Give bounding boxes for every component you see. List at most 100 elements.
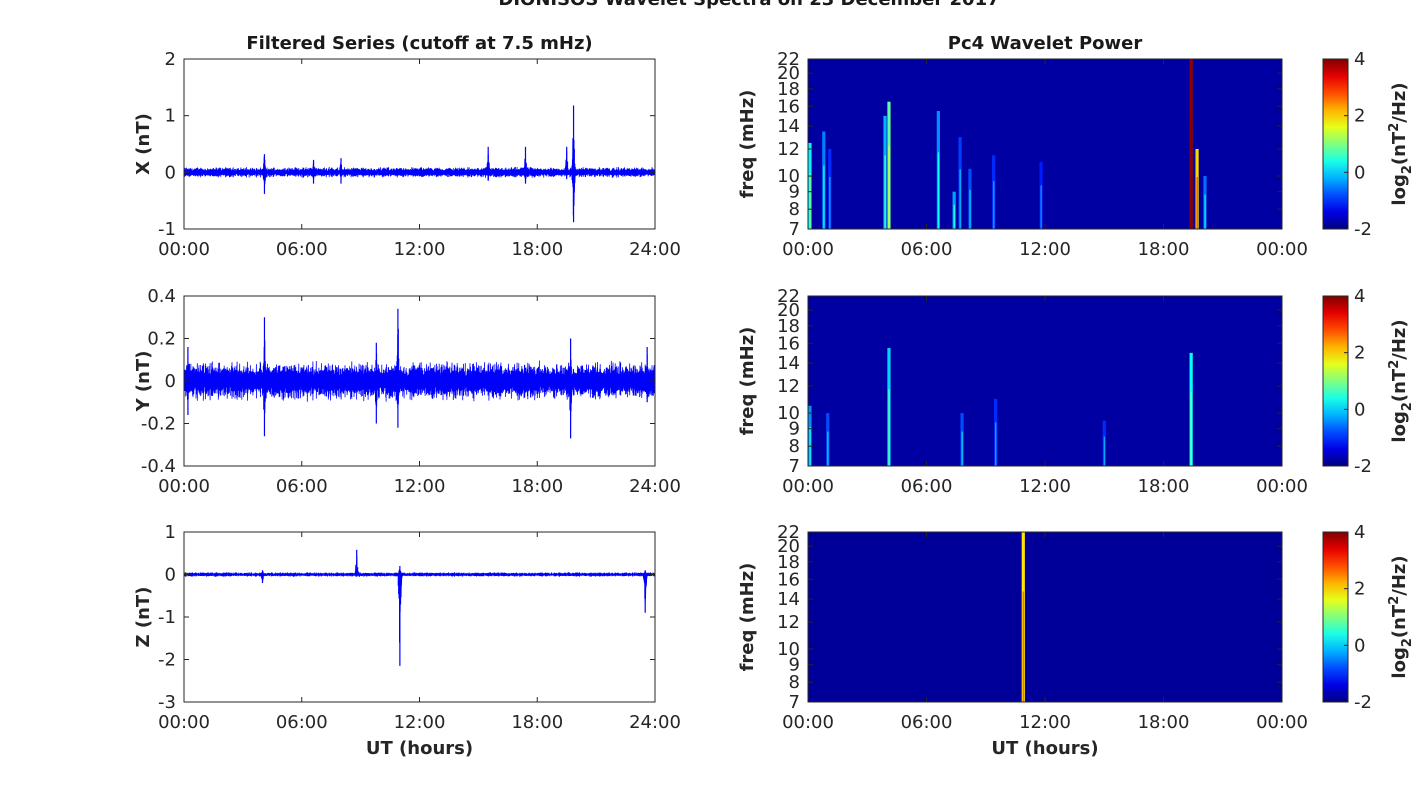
wavelet-z-background — [808, 532, 1282, 702]
wavelet-y-streak-core-5 — [1103, 436, 1106, 466]
time-series-x-ylabel: X (nT) — [133, 113, 154, 175]
time-series-z-ytick-label: -1 — [158, 607, 176, 628]
wavelet-x-streak-core-13 — [1204, 194, 1206, 229]
wavelet-y-ytick-label: 18 — [777, 316, 800, 337]
wavelet-x-ylabel: freq (mHz) — [737, 90, 758, 199]
wavelet-x-streak-core-7 — [959, 169, 961, 229]
time-series-y-xtick-label: 00:00 — [158, 476, 210, 497]
wavelet-x-streak-core-8 — [969, 189, 971, 229]
wavelet-z-colorbar — [1322, 531, 1349, 703]
wavelet-y-ytick-label: 12 — [777, 376, 800, 397]
wavelet-x-colorbar-tick-label: 0 — [1354, 162, 1365, 183]
wavelet-x-colorbar-tick-label: -2 — [1354, 219, 1372, 240]
time-series-y-ytick-label: -0.2 — [141, 414, 176, 435]
wavelet-x-xtick-label: 18:00 — [1138, 239, 1190, 260]
wavelet-z-streak-core-0 — [1022, 591, 1025, 702]
wavelet-y-colorbar-tick-label: -2 — [1354, 456, 1372, 477]
time-series-z-xtick-label: 12:00 — [394, 712, 446, 733]
wavelet-y-streak-core-6 — [1190, 392, 1192, 466]
time-series-y-ylabel: Y (nT) — [133, 351, 154, 413]
wavelet-y-ylabel: freq (mHz) — [737, 327, 758, 436]
wavelet-z-ytick-label: 8 — [789, 672, 800, 693]
wavelet-y-colorbar-tick-label: 4 — [1354, 286, 1365, 307]
time-series-z-ytick-label: 0 — [165, 565, 176, 586]
wavelet-x-ytick-label: 10 — [777, 166, 800, 187]
wavelet-x-ytick-label: 20 — [777, 63, 800, 84]
wavelet-y-ytick-label: 7 — [789, 456, 800, 477]
wavelet-x-streak-core-2 — [829, 176, 831, 229]
wavelet-z-ytick-label: 10 — [777, 639, 800, 660]
time-series-z-ytick-label: -2 — [158, 650, 176, 671]
time-series-y-trace — [183, 328, 656, 426]
time-series-z-ylabel: Z (nT) — [133, 587, 154, 648]
time-series-z-xlabel: UT (hours) — [366, 738, 473, 759]
wavelet-z-xtick-label: 06:00 — [901, 712, 953, 733]
time-series-y-ytick-label: -0.4 — [141, 456, 176, 477]
wavelet-y-colorbar-label: log2(nT2/Hz) — [1387, 319, 1415, 442]
wavelet-z-xtick-label: 18:00 — [1138, 712, 1190, 733]
wavelet-x-xtick-label: 00:00 — [782, 239, 834, 260]
wavelet-x-ytick-label: 14 — [777, 116, 800, 137]
wavelet-x-streak-core-0 — [809, 173, 811, 229]
figure-title: DIONISOS Wavelet Spectra on 23 December … — [498, 0, 999, 10]
wavelet-z-colorbar-tick-label: -2 — [1354, 692, 1372, 713]
time-series-y-xtick-label: 12:00 — [394, 476, 446, 497]
wavelet-x-ytick-label: 18 — [777, 79, 800, 100]
wavelet-x-title: Pc4 Wavelet Power — [948, 33, 1143, 54]
time-series-z-xtick-label: 06:00 — [276, 712, 328, 733]
wavelet-y-streak-core-2 — [888, 389, 890, 466]
wavelet-x-ytick-label: 12 — [777, 139, 800, 160]
wavelet-x-ytick-label: 7 — [789, 219, 800, 240]
time-series-x-xtick-label: 12:00 — [394, 239, 446, 260]
wavelet-z-ytick-label: 20 — [777, 536, 800, 557]
wavelet-y-xtick-label: 12:00 — [1019, 476, 1071, 497]
wavelet-x-xtick-label: 12:00 — [1019, 239, 1071, 260]
time-series-y-xtick-label: 06:00 — [276, 476, 328, 497]
wavelet-y-ytick-label: 9 — [789, 419, 800, 440]
wavelet-y-streak-core-1 — [827, 431, 829, 466]
wavelet-z-ytick-label: 9 — [789, 655, 800, 676]
wavelet-z-ytick-label: 7 — [789, 692, 800, 713]
wavelet-x-ytick-label: 9 — [789, 182, 800, 203]
wavelet-z-colorbar-label: log2(nT2/Hz) — [1387, 555, 1415, 678]
wavelet-z-ytick-label: 22 — [777, 522, 800, 543]
wavelet-x-colorbar-tick-label: 4 — [1354, 49, 1365, 70]
wavelet-z-xtick-label: 00:00 — [1256, 712, 1308, 733]
time-series-y-xtick-label: 24:00 — [629, 476, 681, 497]
wavelet-y-xtick-label: 18:00 — [1138, 476, 1190, 497]
time-series-z-trace — [183, 556, 656, 643]
time-series-x-xtick-label: 00:00 — [158, 239, 210, 260]
wavelet-z-ylabel: freq (mHz) — [737, 563, 758, 672]
wavelet-x-background — [808, 59, 1282, 229]
wavelet-z-ytick-label: 12 — [777, 612, 800, 633]
wavelet-y-ytick-label: 10 — [777, 403, 800, 424]
wavelet-y-background — [808, 296, 1282, 466]
wavelet-z-colorbar-tick-label: 2 — [1354, 579, 1365, 600]
wavelet-x-ytick-label: 16 — [777, 96, 800, 117]
wavelet-x-ytick-label: 8 — [789, 199, 800, 220]
time-series-x-ytick-label: 1 — [165, 106, 176, 127]
time-series-x-title: Filtered Series (cutoff at 7.5 mHz) — [246, 33, 592, 54]
wavelet-x-streak-core-11 — [1190, 118, 1192, 229]
time-series-z-xtick-label: 00:00 — [158, 712, 210, 733]
wavelet-y-colorbar-tick-label: 2 — [1354, 343, 1365, 364]
wavelet-x-colorbar-tick-label: 2 — [1354, 106, 1365, 127]
wavelet-x-streak-core-12 — [1196, 176, 1198, 229]
time-series-y-ytick-label: 0 — [165, 371, 176, 392]
wavelet-x-streak-core-1 — [823, 165, 825, 229]
time-series-x-ytick-label: -1 — [158, 219, 176, 240]
wavelet-z-colorbar-tick-label: 4 — [1354, 522, 1365, 543]
wavelet-x-streak-core-4 — [888, 146, 890, 229]
time-series-z-xtick-label: 18:00 — [511, 712, 563, 733]
time-series-y-ytick-label: 0.2 — [147, 329, 176, 350]
wavelet-x-streak-core-3 — [884, 155, 886, 229]
wavelet-y-colorbar — [1322, 295, 1349, 467]
wavelet-z-xtick-label: 00:00 — [782, 712, 834, 733]
wavelet-z-colorbar-tick-label: 0 — [1354, 635, 1365, 656]
wavelet-y-streak-core-3 — [961, 431, 963, 466]
wavelet-x-colorbar — [1322, 58, 1349, 230]
wavelet-x-streak-core-9 — [993, 181, 995, 229]
wavelet-y-ytick-label: 8 — [789, 436, 800, 457]
wavelet-y-xtick-label: 06:00 — [901, 476, 953, 497]
